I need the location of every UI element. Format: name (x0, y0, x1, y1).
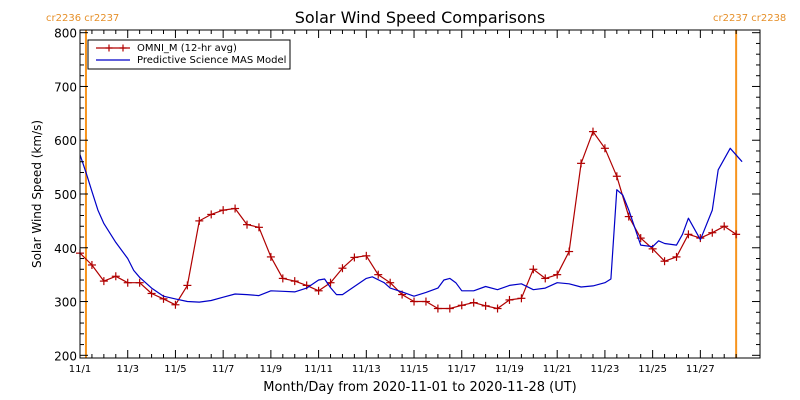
legend-box (87, 39, 291, 70)
omni-data-point (421, 297, 430, 306)
y-tick-label: 400 (54, 242, 77, 256)
omni-data-point (99, 277, 108, 286)
x-tick-label: 11/15 (400, 364, 429, 375)
omni-data-point (171, 300, 180, 309)
omni-data-point (338, 264, 347, 273)
omni-data-point (493, 304, 502, 313)
x-tick-label: 11/17 (447, 364, 476, 375)
omni-data-point (577, 159, 586, 168)
y-tick-label: 300 (54, 296, 77, 310)
omni-data-point (457, 301, 466, 310)
legend-label-mas: Predictive Science MAS Model (137, 55, 286, 66)
omni-data-point (219, 206, 228, 215)
omni-series-line (79, 131, 737, 310)
omni-data-point (469, 298, 478, 307)
omni-data-point (266, 252, 275, 261)
omni-data-point (410, 297, 419, 306)
omni-data-point (314, 286, 323, 295)
omni-data-point (612, 172, 621, 181)
omni-data-point (541, 274, 550, 283)
x-tick-label: 11/3 (116, 364, 138, 375)
x-tick-label: 11/23 (590, 364, 619, 375)
omni-data-point (720, 222, 729, 231)
omni-data-point (696, 234, 705, 243)
legend-label-omni: OMNI_M (12-hr avg) (137, 43, 237, 54)
omni-data-point (195, 216, 204, 225)
omni-data-point (732, 230, 741, 239)
x-tick-label: 11/7 (212, 364, 234, 375)
x-tick-label: 11/13 (352, 364, 381, 375)
omni-data-point (660, 257, 669, 266)
x-tick-label: 11/1 (69, 364, 91, 375)
x-axis-title: Month/Day from 2020-11-01 to 2020-11-28 … (263, 380, 576, 395)
omni-data-point (433, 304, 442, 313)
omni-data-point (254, 223, 263, 232)
omni-data-point (111, 272, 120, 281)
omni-data-point (135, 278, 144, 287)
x-tick-label: 11/11 (304, 364, 333, 375)
omni-data-point (708, 228, 717, 237)
omni-data-point (684, 230, 693, 239)
omni-data-point (231, 204, 240, 213)
omni-data-point (278, 274, 287, 283)
omni-data-point (290, 277, 299, 286)
y-tick-label: 700 (54, 80, 77, 94)
y-axis-title: Solar Wind Speed (km/s) (30, 120, 44, 268)
omni-data-point (87, 260, 96, 269)
omni-data-point (553, 270, 562, 279)
legend: OMNI_M (12-hr avg) Predictive Science MA… (87, 39, 291, 70)
omni-data-point (505, 295, 514, 304)
chart-title: Solar Wind Speed Comparisons (295, 8, 546, 27)
omni-data-point (386, 278, 395, 287)
x-tick-label: 11/5 (164, 364, 186, 375)
omni-data-point (183, 281, 192, 290)
x-tick-label: 11/25 (638, 364, 667, 375)
x-tick-label: 11/27 (686, 364, 715, 375)
x-tick-label: 11/9 (260, 364, 282, 375)
y-tick-label: 500 (54, 188, 77, 202)
omni-data-point (207, 210, 216, 219)
omni-data-point (481, 301, 490, 310)
omni-data-point (350, 253, 359, 262)
omni-data-point (362, 251, 371, 260)
omni-data-point (445, 304, 454, 313)
omni-data-point (565, 247, 574, 256)
y-tick-label: 800 (54, 27, 77, 41)
x-tick-label: 11/19 (495, 364, 524, 375)
y-tick-label: 200 (54, 349, 77, 363)
carrington-labels: cr2236 cr2237 (46, 13, 119, 24)
omni-data-point (600, 144, 609, 153)
omni-data-point (517, 294, 526, 303)
omni-data-point (147, 289, 156, 298)
y-tick-label: 600 (54, 134, 77, 148)
omni-data-point (672, 252, 681, 261)
omni-data-point (243, 220, 252, 229)
omni-data-point (374, 270, 383, 279)
carrington-labels: cr2237 cr2238 (713, 13, 786, 24)
omni-data-point (588, 127, 597, 136)
omni-data-point (123, 278, 132, 287)
x-tick-label: 11/21 (543, 364, 572, 375)
omni-data-point (529, 265, 538, 274)
mas-model-series-line (79, 147, 743, 303)
